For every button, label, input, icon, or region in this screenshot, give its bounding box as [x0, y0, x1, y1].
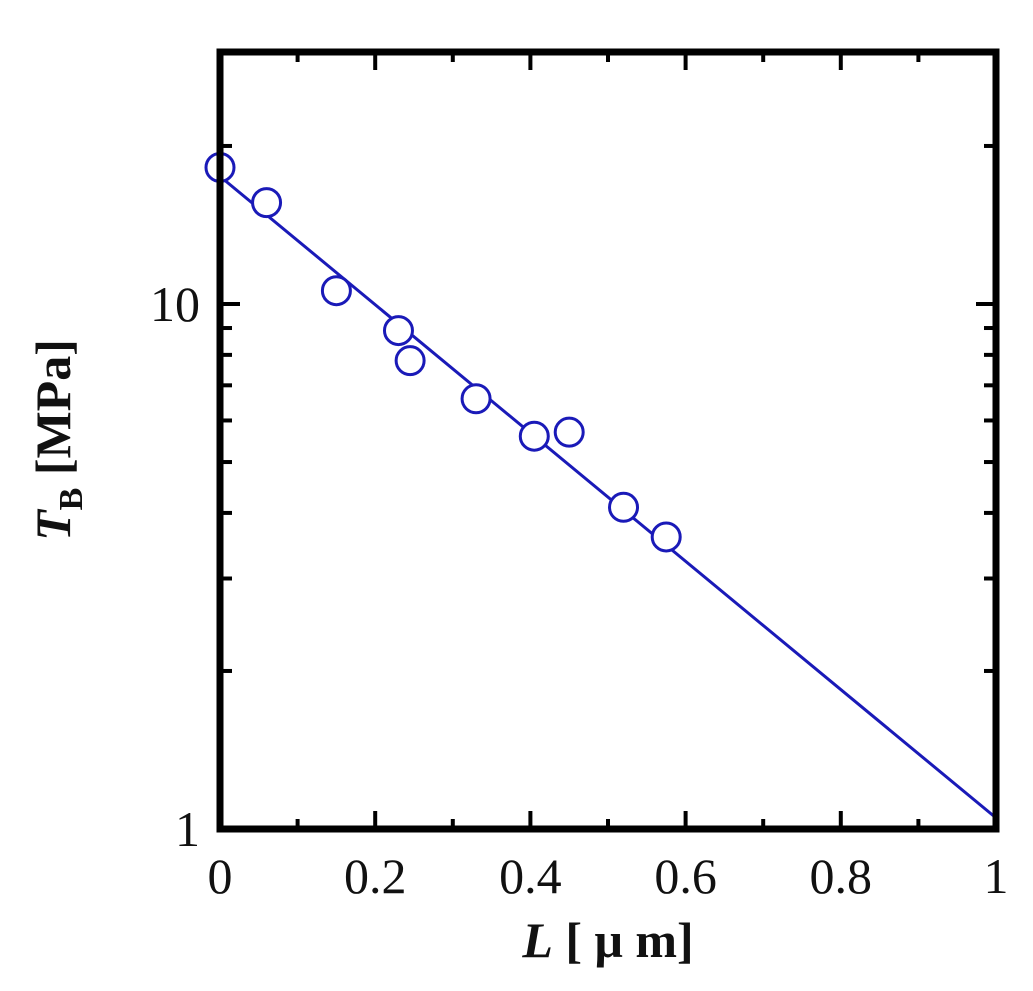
data-point — [394, 345, 426, 377]
y-axis-unit: [MPa] — [25, 339, 81, 488]
data-point — [553, 416, 585, 448]
fit-line — [219, 175, 997, 820]
x-axis-unit: [ μ m] — [553, 912, 694, 968]
x-tick-label: 0.6 — [654, 848, 717, 904]
x-tick-label: 0 — [208, 848, 233, 904]
x-tick-label: 0.4 — [499, 848, 562, 904]
x-tick-label: 1 — [984, 848, 1009, 904]
tick-labels: 0 0.2 0.4 0.6 0.8 1 1 10 — [150, 276, 1009, 904]
x-tick-label: 0.8 — [810, 848, 873, 904]
ticks — [218, 52, 998, 831]
y-axis-subscript: B — [53, 488, 90, 511]
y-tick-label: 10 — [150, 276, 200, 332]
data-point — [320, 275, 352, 307]
data-point — [251, 187, 283, 219]
plot-frame — [216, 48, 1000, 833]
x-tick-label: 0.2 — [344, 848, 407, 904]
data-point — [518, 420, 550, 452]
x-axis-label: L [ μ m] — [521, 912, 693, 968]
data-point — [382, 315, 414, 347]
x-axis-symbol: L — [521, 912, 553, 968]
y-axis-symbol: T — [25, 508, 81, 541]
y-axis-label: TB [MPa] — [25, 339, 90, 541]
data-point — [460, 383, 492, 415]
series-layer — [204, 151, 997, 820]
data-point — [608, 491, 640, 523]
data-point — [650, 521, 682, 553]
y-tick-label: 1 — [175, 801, 200, 857]
